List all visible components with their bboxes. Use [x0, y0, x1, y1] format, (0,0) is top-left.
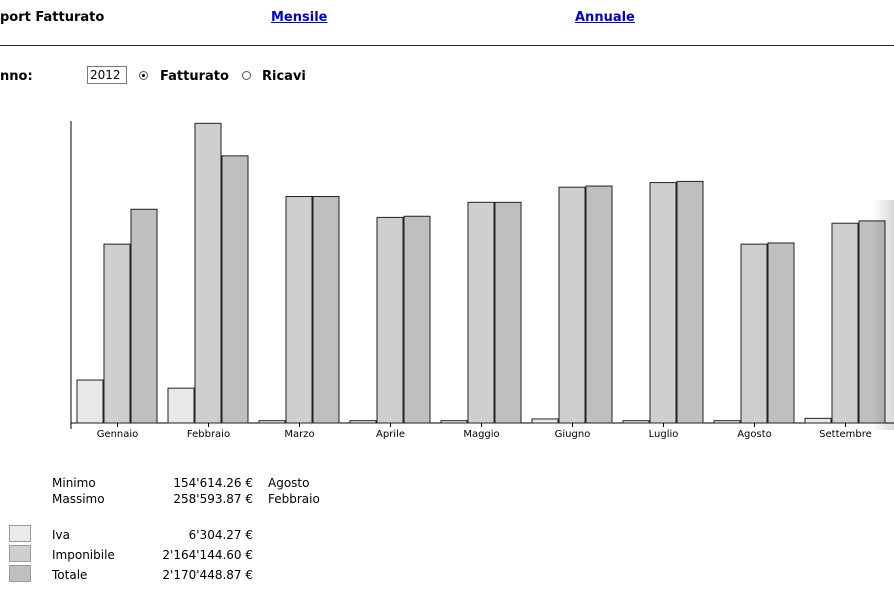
bar-imponibile-settembre: [831, 222, 859, 424]
bar-iva-gennaio: [76, 379, 104, 424]
year-input[interactable]: [87, 66, 127, 84]
bar-totale-aprile: [403, 215, 431, 424]
bar-totale-giugno: [585, 185, 613, 424]
x-tick-label: Giugno: [555, 429, 591, 440]
bar-iva-agosto: [713, 420, 741, 424]
bar-iva-aprile: [349, 420, 377, 424]
bar-imponibile-agosto: [740, 243, 768, 424]
bar-iva-giugno: [531, 418, 559, 424]
legend-value-totale: 2'170'448.87 €: [162, 568, 253, 582]
min-month: Agosto: [268, 476, 310, 490]
legend-swatch-iva: [9, 525, 31, 542]
x-tick-label: Maggio: [463, 429, 499, 440]
x-tick-label: Agosto: [737, 429, 772, 440]
x-tick-label: Marzo: [284, 429, 314, 440]
bar-imponibile-gennaio: [103, 243, 131, 424]
bar-iva-febbraio: [167, 387, 195, 424]
bar-imponibile-febbraio: [194, 122, 222, 424]
legend-label-totale: Totale: [52, 568, 88, 582]
legend-value-imponibile: 2'164'144.60 €: [162, 548, 253, 562]
bar-imponibile-giugno: [558, 186, 586, 424]
chart-edge-shadow: [872, 200, 894, 430]
legend-label-iva: Iva: [52, 528, 70, 542]
max-value: 258'593.87 €: [173, 492, 253, 506]
bar-imponibile-aprile: [376, 216, 404, 424]
bar-totale-marzo: [312, 196, 340, 424]
bar-imponibile-marzo: [285, 196, 313, 424]
bar-iva-settembre: [804, 417, 832, 424]
bar-totale-gennaio: [130, 208, 158, 424]
min-value: 154'614.26 €: [173, 476, 253, 490]
bar-imponibile-maggio: [467, 201, 495, 424]
bar-totale-settembre: [858, 220, 886, 424]
header-divider: [0, 45, 894, 46]
radio-ricavi-label[interactable]: Ricavi: [262, 69, 306, 84]
x-tick-label: Aprile: [376, 429, 405, 440]
x-tick-label: Settembre: [819, 429, 872, 440]
bar-totale-febbraio: [221, 155, 249, 424]
max-month: Febbraio: [268, 492, 320, 506]
radio-fatturato-label[interactable]: Fatturato: [160, 69, 229, 84]
link-annuale[interactable]: Annuale: [575, 10, 635, 25]
legend-value-iva: 6'304.27 €: [188, 528, 253, 542]
bar-totale-agosto: [767, 242, 795, 424]
bar-totale-maggio: [494, 201, 522, 424]
legend-label-imponibile: Imponibile: [52, 548, 115, 562]
bar-iva-luglio: [622, 420, 650, 424]
x-tick-label: Gennaio: [97, 429, 139, 440]
year-label: nno:: [0, 69, 33, 84]
monthly-bar-chart: Gennaio Febbraio Marzo Aprile Maggio Giugno Lu…: [70, 121, 894, 440]
max-label: Massimo: [52, 492, 105, 506]
link-mensile[interactable]: Mensile: [271, 10, 328, 25]
report-title: port Fatturato: [0, 10, 105, 25]
legend-swatch-imponibile: [9, 545, 31, 562]
x-tick-label: Febbraio: [187, 429, 230, 440]
bar-iva-maggio: [440, 420, 468, 424]
bar-iva-marzo: [258, 420, 286, 424]
min-label: Minimo: [52, 476, 96, 490]
radio-fatturato[interactable]: [139, 71, 148, 80]
bar-imponibile-luglio: [649, 182, 677, 424]
radio-ricavi[interactable]: [242, 71, 251, 80]
x-tick-label: Luglio: [649, 429, 679, 440]
bar-totale-luglio: [676, 180, 704, 424]
legend-swatch-totale: [9, 565, 31, 582]
